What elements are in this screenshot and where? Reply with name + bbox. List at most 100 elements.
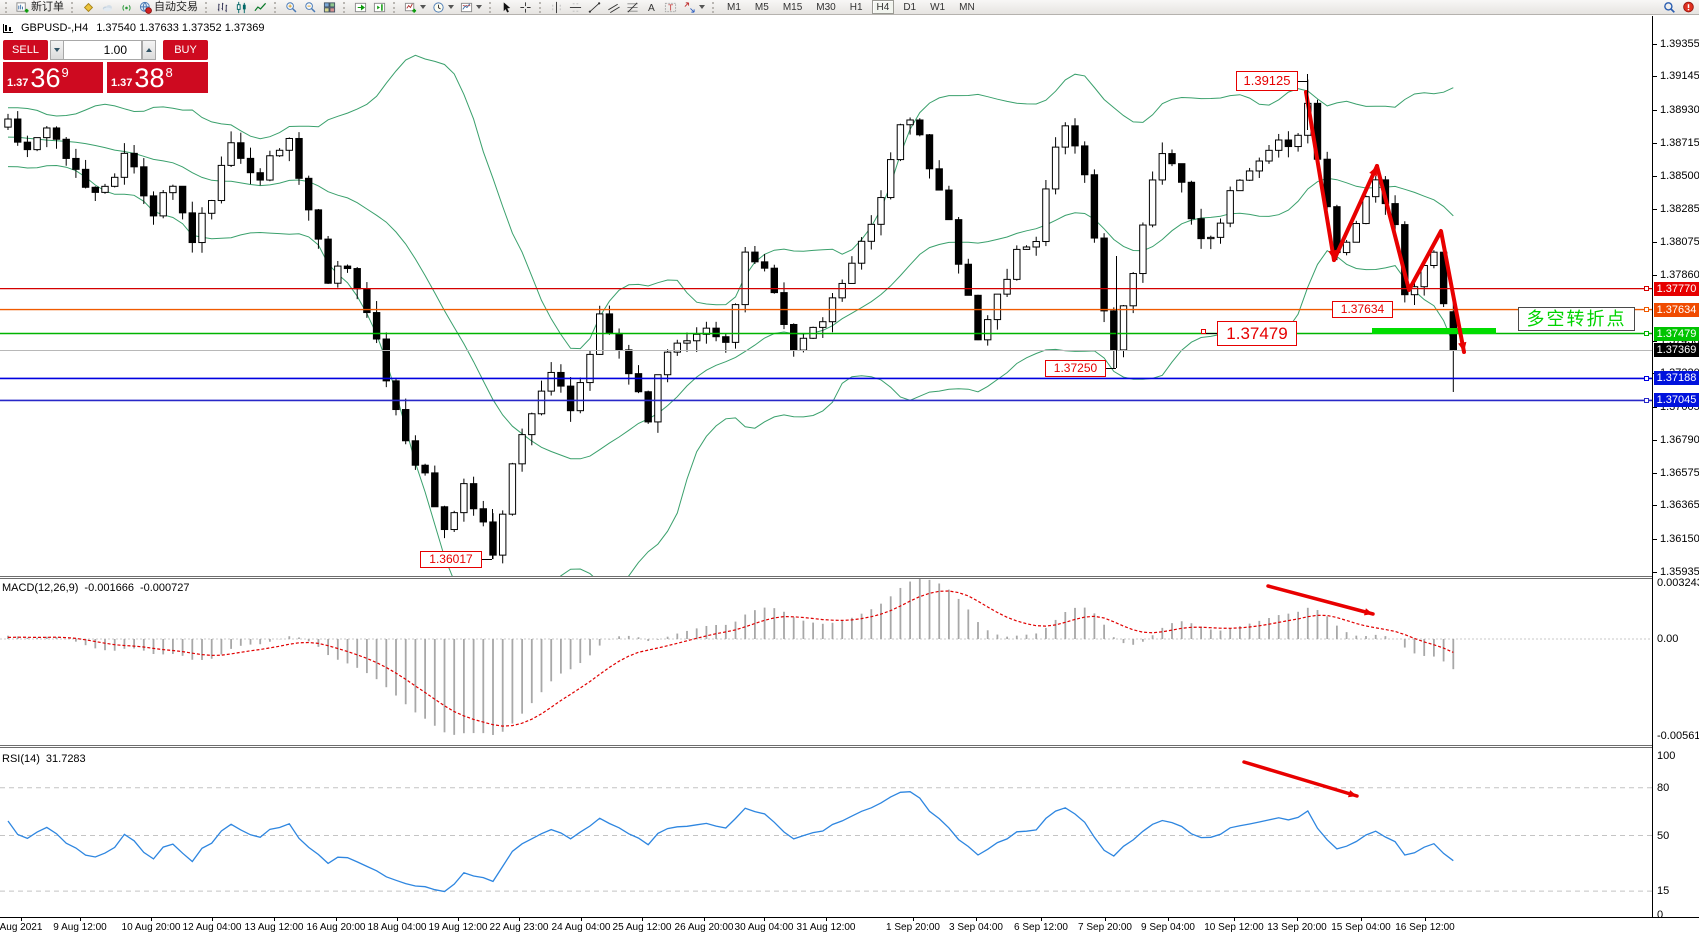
auto-scroll-button[interactable] — [353, 0, 368, 14]
timeframe-button-w1[interactable]: W1 — [930, 2, 946, 13]
price-scale: 1.39355 1.39145 1.38930 1.38715 1.38500 1.382… — [1652, 16, 1699, 921]
level-handle[interactable] — [1644, 397, 1649, 403]
crosshair-button[interactable] — [518, 0, 533, 14]
periods-button[interactable] — [431, 0, 455, 14]
line-chart-button[interactable] — [253, 0, 268, 14]
price-tick-label: 1.38500 — [1660, 170, 1699, 182]
arrows-icon — [683, 1, 696, 14]
level-handle[interactable] — [1644, 286, 1649, 292]
panel-separator[interactable] — [0, 745, 1699, 748]
time-tick-mark — [80, 917, 81, 921]
level-handle[interactable] — [1644, 375, 1649, 381]
price-annotation-1.37479[interactable]: 1.37479 — [1217, 321, 1297, 346]
toolbar: 新订单 自动交易 A T M1 M5 M15 M30 H1 H4 D1 W1 MN — [0, 0, 1699, 15]
channel-icon — [607, 1, 620, 14]
signals-button[interactable] — [119, 0, 134, 14]
zoom-out-button[interactable] — [303, 0, 318, 14]
timeframe-button-m15[interactable]: M15 — [782, 2, 803, 13]
chevron-down-icon — [699, 5, 705, 9]
time-tick-mark — [397, 917, 398, 921]
toolbar-grip — [274, 1, 278, 13]
bar-chart-button[interactable] — [215, 0, 230, 14]
green-highlight-segment[interactable] — [1372, 328, 1496, 334]
indicators-button[interactable] — [403, 0, 427, 14]
templates-button[interactable] — [459, 0, 483, 14]
sell-button[interactable]: SELL — [3, 40, 48, 60]
timeframe-button-h1[interactable]: H1 — [849, 2, 863, 13]
fibonacci-button[interactable] — [625, 0, 640, 14]
trendline-button[interactable] — [587, 0, 602, 14]
rsi-panel-canvas[interactable] — [0, 748, 1652, 917]
rsi-scale-50: 50 — [1657, 830, 1670, 842]
timeframe-button-d1[interactable]: D1 — [903, 2, 917, 13]
search-button[interactable] — [1662, 0, 1677, 14]
time-tick-mark — [826, 917, 827, 921]
price-annotation-1.39125[interactable]: 1.39125 — [1236, 71, 1298, 91]
buy-price-panel[interactable]: 1.37 38 8 — [107, 62, 208, 93]
panel-separator[interactable] — [0, 576, 1699, 579]
annotation-handle[interactable] — [1201, 329, 1206, 334]
autotrading-button[interactable]: 自动交易 — [138, 0, 199, 14]
profiles-button[interactable] — [81, 0, 96, 14]
time-tick-label: 9 Sep 04:00 — [1141, 922, 1195, 933]
toolbar-grip — [5, 1, 9, 13]
level-lines[interactable] — [0, 288, 1652, 402]
sell-price-panel[interactable]: 1.37 36 9 — [3, 62, 103, 93]
text-button[interactable]: A — [644, 0, 659, 14]
price-chart-canvas[interactable] — [0, 16, 1652, 576]
macd-name: MACD(12,26,9) — [2, 582, 79, 594]
time-tick-label: 25 Aug 12:00 — [612, 922, 672, 933]
macd-label: MACD(12,26,9) -0.001666 -0.000727 — [2, 582, 190, 594]
price-annotation-1.36017[interactable]: 1.36017 — [420, 551, 482, 568]
candlestick-chart-button[interactable] — [234, 0, 249, 14]
macd-panel-canvas[interactable] — [0, 579, 1652, 745]
level-handle[interactable] — [1644, 307, 1649, 313]
clock-icon — [432, 1, 445, 14]
timeframe-button-m5[interactable]: M5 — [754, 2, 769, 13]
price-annotation-1.37634[interactable]: 1.37634 — [1332, 301, 1393, 318]
time-tick-mark — [1105, 917, 1106, 921]
price-tick-mark — [1653, 440, 1657, 441]
trend-arrow[interactable] — [1375, 164, 1466, 354]
timeframe-button-m1[interactable]: M1 — [727, 2, 741, 13]
trend-arrow[interactable] — [1242, 760, 1359, 798]
channel-button[interactable] — [606, 0, 621, 14]
vertical-line-button[interactable] — [549, 0, 564, 14]
zoom-in-button[interactable] — [284, 0, 299, 14]
volume-increase-button[interactable] — [142, 40, 156, 60]
rsi-value: 31.7283 — [45, 753, 86, 765]
cursor-button[interactable] — [499, 0, 514, 14]
horizontal-line-button[interactable] — [568, 0, 583, 14]
time-tick-mark — [581, 917, 582, 921]
time-tick-label: 10 Aug 20:00 — [121, 922, 181, 933]
price-tick-mark — [1653, 143, 1657, 144]
toolbar-grip — [71, 1, 75, 13]
price-tick-label: 1.39355 — [1660, 38, 1699, 50]
level-handle[interactable] — [1644, 331, 1649, 336]
trend-arrow[interactable] — [1332, 164, 1379, 262]
notifications-button[interactable] — [1681, 0, 1696, 14]
new-order-button[interactable]: 新订单 — [15, 0, 65, 14]
tile-windows-button[interactable] — [322, 0, 337, 14]
indicators-icon — [404, 1, 417, 14]
time-tick-label: 26 Aug 20:00 — [674, 922, 734, 933]
chart-shift-button[interactable] — [372, 0, 387, 14]
buy-button[interactable]: BUY — [163, 40, 208, 60]
time-tick-label: 16 Sep 12:00 — [1395, 922, 1455, 933]
price-tick-label: 1.37860 — [1660, 269, 1699, 281]
price-annotation-1.37250[interactable]: 1.37250 — [1045, 360, 1106, 377]
timeframe-button-mn[interactable]: MN — [959, 2, 975, 13]
timeframe-button-h4[interactable]: H4 — [871, 0, 895, 14]
volume-decrease-button[interactable] — [50, 40, 64, 60]
volume-input[interactable] — [63, 40, 142, 60]
trend-arrow[interactable] — [1304, 90, 1336, 262]
trend-arrow[interactable] — [1266, 584, 1375, 616]
label-button[interactable]: T — [663, 0, 678, 14]
arrows-button[interactable] — [682, 0, 706, 14]
time-tick-mark — [704, 917, 705, 921]
timeframe-button-m30[interactable]: M30 — [816, 2, 836, 13]
turning-point-label[interactable]: 多空转折点 — [1518, 307, 1635, 331]
time-tick-label: 24 Aug 04:00 — [551, 922, 611, 933]
data-window-button[interactable] — [100, 0, 115, 14]
chart-window[interactable]: GBPUSD-,H4 1.37540 1.37633 1.37352 1.373… — [0, 16, 1699, 941]
